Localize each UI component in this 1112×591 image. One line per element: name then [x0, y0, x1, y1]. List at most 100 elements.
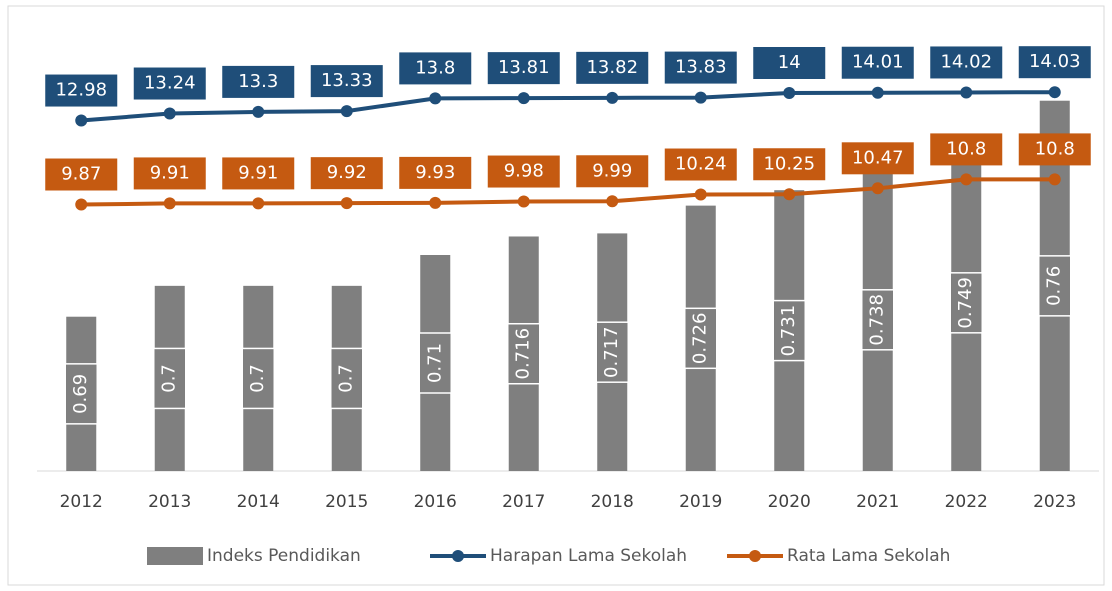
- line-point: [960, 86, 973, 99]
- data-label: 13.83: [675, 57, 727, 78]
- bar-label-box: [772, 299, 806, 362]
- data-label-box: [310, 65, 383, 98]
- line-point: [871, 182, 884, 195]
- data-label: 10.8: [946, 138, 986, 159]
- bar-label: 0.726: [690, 313, 711, 365]
- line-point: [252, 105, 265, 118]
- line: [81, 177, 1055, 207]
- line-point: [429, 196, 442, 209]
- x-tick-label: 2014: [237, 492, 280, 512]
- bar-label-box: [64, 363, 98, 425]
- bar-label: 0.69: [70, 374, 91, 414]
- bar-label: 0.76: [1044, 266, 1065, 306]
- bar-label-box: [153, 347, 187, 410]
- data-label-box: [841, 46, 914, 79]
- data-label-box: [45, 158, 118, 191]
- line-point: [783, 188, 796, 201]
- data-label: 13.24: [144, 73, 196, 94]
- x-tick-label: 2019: [679, 492, 722, 512]
- x-tick-label: 2015: [325, 492, 368, 512]
- data-label-box: [664, 51, 737, 84]
- line-point: [1048, 173, 1061, 186]
- bar-label: 0.7: [159, 364, 180, 393]
- x-tick-label: 2016: [414, 492, 457, 512]
- bar-label-box: [861, 289, 895, 351]
- bar-label-box: [418, 332, 452, 394]
- bar-label: 0.731: [778, 305, 799, 357]
- x-tick-label: 2017: [502, 492, 545, 512]
- bar-label: 0.738: [867, 294, 888, 346]
- line-point: [517, 195, 530, 208]
- line-point: [871, 86, 884, 99]
- data-label-box: [133, 67, 206, 100]
- data-label: 10.25: [763, 153, 815, 174]
- data-label-box: [930, 46, 1003, 79]
- line-point: [163, 197, 176, 210]
- line-point: [252, 197, 265, 210]
- x-tick-label: 2023: [1033, 492, 1076, 512]
- data-label-box: [222, 157, 295, 190]
- data-label-box: [310, 157, 383, 190]
- data-label-box: [133, 157, 206, 190]
- line-point: [694, 188, 707, 201]
- data-label: 14.02: [940, 51, 992, 72]
- line-point: [783, 87, 796, 99]
- bar-label-box: [684, 307, 718, 370]
- bar-label: 0.716: [513, 328, 534, 380]
- data-label-box: [576, 155, 649, 188]
- data-label: 9.91: [150, 162, 190, 183]
- data-label-box: [753, 47, 826, 79]
- legend-marker: [749, 550, 761, 562]
- line-point: [75, 114, 88, 127]
- data-label-box: [487, 52, 560, 85]
- chart-border: [7, 5, 1105, 586]
- bar-label-box: [595, 321, 629, 383]
- x-tick-label: 2020: [768, 492, 811, 512]
- data-label-box: [664, 148, 737, 181]
- data-label: 12.98: [55, 80, 107, 101]
- data-label: 10.8: [1035, 138, 1075, 159]
- bar-label-box: [949, 272, 983, 334]
- data-label: 10.24: [675, 154, 727, 175]
- data-label: 9.99: [592, 160, 632, 181]
- bar-label-box: [330, 347, 364, 410]
- x-tick-label: 2022: [945, 492, 988, 512]
- data-label: 13.3: [238, 71, 278, 92]
- bar-label-box: [507, 322, 541, 385]
- data-label-box: [753, 148, 826, 181]
- bar-label: 0.749: [955, 277, 976, 329]
- data-label-box: [45, 74, 118, 107]
- legend-label: Rata Lama Sekolah: [787, 546, 950, 566]
- bar-label-box: [1038, 255, 1072, 317]
- data-label: 9.98: [504, 161, 544, 182]
- data-label: 13.81: [498, 57, 550, 78]
- data-label: 14: [778, 52, 801, 73]
- line-point: [75, 198, 88, 211]
- data-label: 10.47: [852, 147, 904, 168]
- x-tick-label: 2021: [856, 492, 899, 512]
- data-label-box: [841, 142, 914, 175]
- line-point: [694, 91, 707, 104]
- x-tick-label: 2013: [148, 492, 191, 512]
- bar-label-box: [241, 347, 275, 410]
- bar-label: 0.7: [336, 364, 357, 393]
- bar-label: 0.71: [424, 343, 445, 383]
- data-label-box: [1018, 46, 1091, 79]
- legend-label: Harapan Lama Sekolah: [490, 546, 687, 566]
- data-label: 9.91: [238, 162, 278, 183]
- line: [81, 90, 1055, 123]
- data-label-box: [222, 65, 295, 98]
- data-label-box: [1018, 133, 1091, 166]
- line-point: [163, 107, 176, 120]
- legend-marker: [452, 550, 464, 562]
- line-point: [517, 92, 530, 105]
- bar-label: 0.717: [601, 326, 622, 378]
- data-label: 13.82: [586, 57, 638, 78]
- data-label: 9.92: [327, 162, 367, 183]
- line-point: [429, 92, 442, 105]
- line-point: [606, 91, 619, 104]
- line-point: [1048, 86, 1061, 99]
- line-point: [340, 197, 353, 210]
- line-point: [606, 195, 619, 208]
